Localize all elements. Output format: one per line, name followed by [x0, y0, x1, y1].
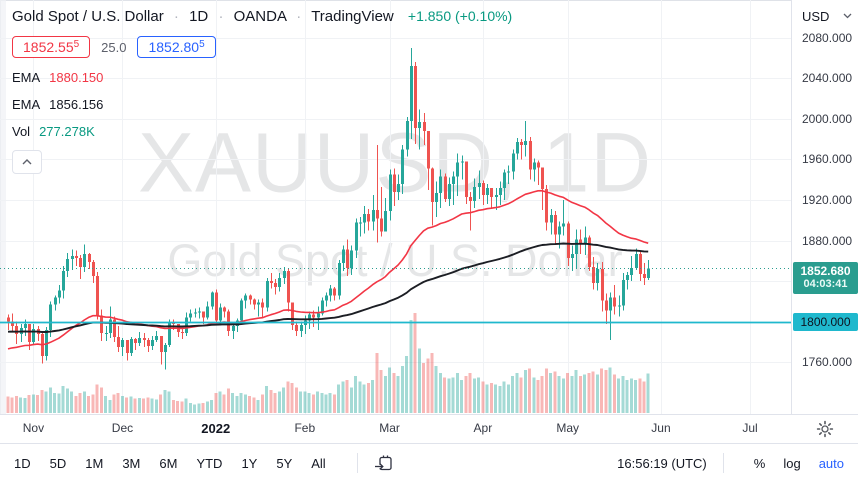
- bottom-toolbar: 1D 5D 1M 3M 6M YTD 1Y 5Y All 16:56:19 (UTC) % lo…: [0, 443, 858, 481]
- log-scale-button[interactable]: log: [783, 455, 801, 471]
- time-axis-label: Apr: [473, 421, 493, 435]
- time-axis-label: 2022: [201, 421, 231, 436]
- time-axis-label: Jun: [651, 421, 671, 435]
- toolbar-divider: [356, 453, 358, 473]
- time-axis-label: Dec: [111, 421, 134, 435]
- range-1m-button[interactable]: 1M: [85, 452, 103, 475]
- price-axis-label: 1880.000: [802, 233, 853, 248]
- percent-scale-button[interactable]: %: [753, 455, 766, 471]
- auto-scale-button[interactable]: auto: [818, 455, 844, 471]
- currency-label: USD: [802, 8, 830, 24]
- price-axis[interactable]: USD 2080.000 2040.000 2000.000 1960.000 1920…: [791, 0, 858, 414]
- level-line-badge: 1800.000: [793, 312, 858, 331]
- indicator-label: Vol: [12, 124, 31, 139]
- price-axis-label: 1920.000: [802, 193, 853, 207]
- legend: Gold Spot / U.S. Dollar · 1D · OANDA · T…: [12, 8, 512, 174]
- price-change: +1.850 (+0.10%): [407, 8, 513, 24]
- range-3m-button[interactable]: 3M: [122, 452, 140, 475]
- last-price-badge: 1852.680 04:03:41: [793, 262, 858, 295]
- range-1y-button[interactable]: 1Y: [241, 452, 257, 475]
- indicator-value: 277.278K: [39, 124, 95, 139]
- range-ytd-button[interactable]: YTD: [196, 452, 222, 475]
- price-axis-label: 1760.000: [802, 355, 853, 370]
- time-axis-label: Feb: [294, 421, 316, 435]
- price-axis-label: 1960.000: [802, 152, 853, 167]
- quote-row: 1852.555 25.0 1852.805: [12, 36, 512, 58]
- chart-settings-button[interactable]: [816, 420, 834, 438]
- price-axis-label: 2040.000: [802, 71, 853, 86]
- indicator-value: 1856.156: [49, 97, 104, 112]
- indicator-value: 1880.150: [49, 70, 104, 85]
- symbol-title: Gold Spot / U.S. Dollar: [12, 8, 164, 25]
- time-axis-label: Mar: [379, 421, 400, 435]
- clock-display[interactable]: 16:56:19 (UTC): [617, 455, 707, 471]
- exchange-label: OANDA: [233, 8, 287, 25]
- symbol-header[interactable]: Gold Spot / U.S. Dollar · 1D · OANDA · T…: [12, 8, 512, 25]
- range-1d-button[interactable]: 1D: [14, 452, 31, 475]
- bid-price-button[interactable]: 1852.555: [12, 36, 91, 58]
- range-all-button[interactable]: All: [311, 452, 325, 475]
- range-selector: 1D 5D 1M 3M 6M YTD 1Y 5Y All: [0, 452, 394, 475]
- last-price-value: 1852.680: [800, 264, 851, 279]
- indicator-label: EMA: [12, 70, 41, 85]
- toolbar-divider: [722, 453, 724, 473]
- ema-line: [7, 189, 649, 350]
- go-to-date-button[interactable]: [373, 453, 394, 474]
- indicator-ema-row[interactable]: EMA 1856.156: [12, 97, 512, 112]
- indicator-legend: EMA 1880.150 EMA 1856.156 Vol 277.278K: [12, 70, 512, 139]
- bar-countdown: 04:03:41: [803, 278, 848, 291]
- header-separator: ·: [296, 8, 302, 25]
- currency-selector[interactable]: USD: [792, 6, 858, 26]
- legend-collapse-button[interactable]: [12, 150, 42, 174]
- time-axis[interactable]: Nov Dec 2022 Feb Mar Apr May Jun Jul: [0, 414, 858, 443]
- volume-bars: [6, 313, 650, 413]
- price-axis-label: 2080.000: [802, 30, 853, 45]
- header-separator: ·: [173, 8, 179, 25]
- range-6m-button[interactable]: 6M: [159, 452, 177, 475]
- indicator-ema-row[interactable]: EMA 1880.150: [12, 70, 512, 85]
- price-axis-label: 2000.000: [802, 111, 853, 126]
- indicator-label: EMA: [12, 97, 41, 112]
- chart-area: XAUUSD, 1D Gold Spot / U.S. Dollar Gold …: [0, 0, 791, 414]
- calendar-arrow-icon: [374, 455, 392, 470]
- range-5y-button[interactable]: 5Y: [276, 452, 292, 475]
- ema-line: [7, 242, 649, 333]
- header-separator: ·: [218, 8, 224, 25]
- axis-settings-group: 16:56:19 (UTC) % log auto: [617, 453, 858, 473]
- grid-lines: [0, 0, 791, 414]
- time-axis-label: Jul: [742, 421, 758, 435]
- gear-icon: [816, 420, 834, 438]
- chart-canvas[interactable]: [0, 0, 791, 414]
- time-axis-label: Nov: [22, 421, 45, 435]
- chevron-down-icon: [843, 13, 852, 19]
- interval-label: 1D: [189, 8, 209, 25]
- range-5d-button[interactable]: 5D: [50, 452, 67, 475]
- candlesticks: [7, 47, 650, 370]
- spread-label: 25.0: [101, 39, 127, 55]
- time-axis-label: May: [556, 421, 579, 435]
- platform-label: TradingView: [311, 8, 394, 25]
- ask-price-button[interactable]: 1852.805: [137, 36, 216, 58]
- chevron-up-icon: [22, 159, 32, 165]
- indicator-vol-row[interactable]: Vol 277.278K: [12, 124, 512, 139]
